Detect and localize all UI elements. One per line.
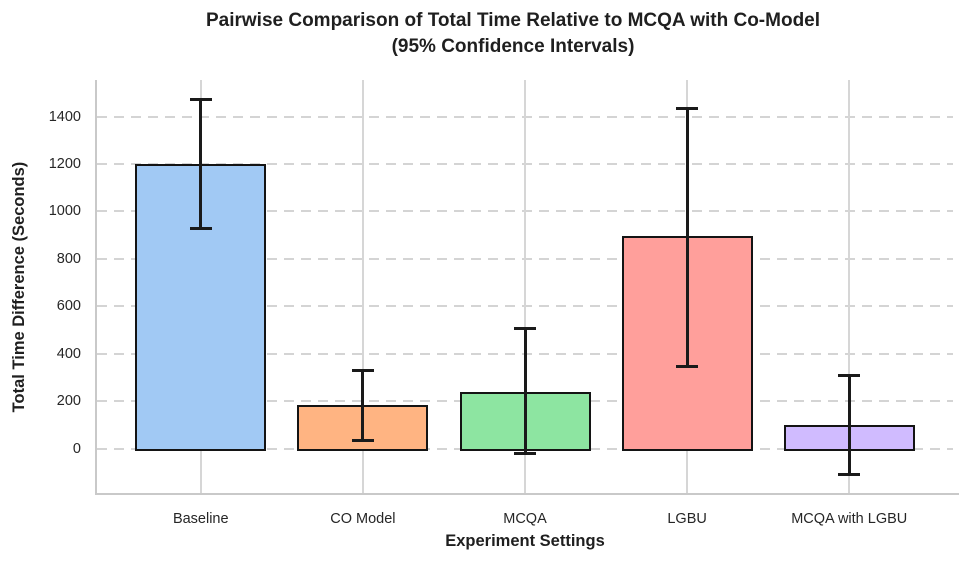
x-axis-label: Experiment Settings bbox=[445, 532, 605, 550]
x-axis-spine bbox=[95, 493, 959, 495]
error-cap-high-lgbu bbox=[676, 106, 699, 110]
error-cap-high-baseline bbox=[189, 98, 212, 102]
x-tick-label-lgbu: LGBU bbox=[667, 511, 707, 527]
error-cap-high-mcqa-with-lgbu bbox=[838, 373, 861, 377]
y-axis-spine bbox=[95, 80, 97, 493]
error-bar-co-model bbox=[361, 370, 365, 441]
error-cap-low-baseline bbox=[189, 226, 212, 230]
y-tick-label-800: 800 bbox=[56, 250, 81, 267]
gridline-x-co-model bbox=[361, 80, 364, 493]
y-tick-label-200: 200 bbox=[56, 393, 81, 410]
error-cap-high-co-model bbox=[351, 368, 374, 372]
error-bar-lgbu bbox=[685, 108, 689, 367]
error-cap-low-mcqa bbox=[514, 451, 536, 455]
y-tick-label-600: 600 bbox=[56, 298, 81, 315]
y-tick-label-400: 400 bbox=[56, 345, 81, 362]
x-tick-label-co-model: CO Model bbox=[330, 511, 396, 527]
error-cap-low-mcqa-with-lgbu bbox=[838, 473, 861, 477]
y-tick-label-1400: 1400 bbox=[48, 108, 81, 125]
error-cap-low-co-model bbox=[351, 438, 374, 442]
chart-title-line1: Pairwise Comparison of Total Time Relati… bbox=[205, 10, 821, 31]
x-tick-label-mcqa: MCQA bbox=[503, 511, 547, 527]
x-tick-label-baseline: Baseline bbox=[172, 511, 229, 527]
error-bar-mcqa bbox=[523, 328, 527, 454]
gridline-x-mcqa bbox=[524, 80, 526, 493]
error-cap-high-mcqa bbox=[514, 327, 536, 331]
error-cap-low-lgbu bbox=[676, 365, 699, 369]
y-tick-label-0: 0 bbox=[72, 440, 81, 457]
chart-title: Pairwise Comparison of Total Time Relati… bbox=[85, 8, 941, 60]
y-tick-label-1200: 1200 bbox=[48, 155, 81, 172]
y-tick-label-1000: 1000 bbox=[48, 203, 81, 220]
plot-area bbox=[95, 80, 959, 495]
error-bar-baseline bbox=[199, 99, 203, 229]
y-axis-label: Total Time Difference (Seconds) bbox=[10, 161, 28, 413]
gridline-x-mcqa-with-lgbu bbox=[848, 80, 851, 493]
chart-title-line2: (95% Confidence Intervals) bbox=[391, 36, 635, 57]
error-bar-mcqa-with-lgbu bbox=[847, 375, 851, 475]
x-tick-label-mcqa-with-lgbu: MCQA with LGBU bbox=[791, 511, 908, 527]
